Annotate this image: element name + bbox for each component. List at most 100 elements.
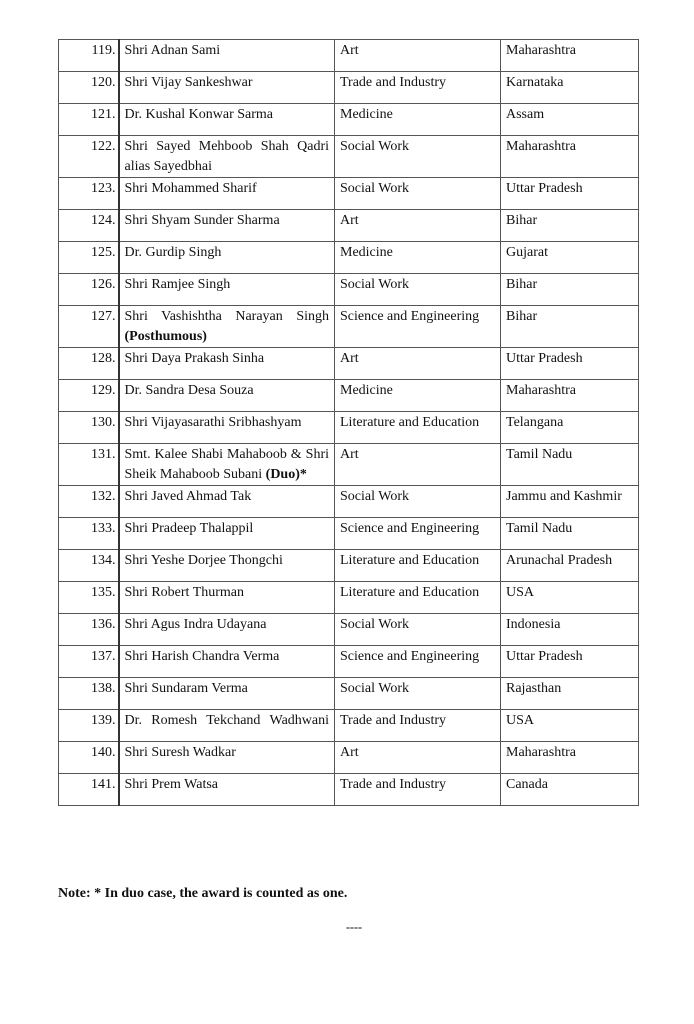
field-of-award: Art — [334, 741, 501, 774]
field-of-award: Social Work — [334, 485, 501, 518]
name-text: Shri Ramjee Singh — [124, 277, 231, 292]
state-country: Telangana — [500, 411, 639, 444]
name-text: Shri Adnan Sami — [124, 43, 221, 58]
awardee-name: Shri Javed Ahmad Tak — [118, 485, 335, 518]
state-country: Maharashtra — [500, 379, 639, 412]
serial-number: 122. — [58, 135, 120, 178]
state-country: Canada — [500, 773, 639, 806]
serial-number: 126. — [58, 273, 120, 306]
awardee-name: Shri Shyam Sunder Sharma — [118, 209, 335, 242]
table-row: 135. Shri Robert Thurman Literature and Ed… — [58, 581, 639, 614]
state-country: Bihar — [500, 209, 639, 242]
field-of-award: Social Work — [334, 613, 501, 646]
field-of-award: Trade and Industry — [334, 709, 501, 742]
state-country: Bihar — [500, 305, 639, 348]
table-row: 141. Shri Prem Watsa Trade and Industry Can… — [58, 773, 639, 806]
table-row: 122. Shri Sayed Mehboob Shah Qadri alias … — [58, 135, 639, 178]
name-qualifier: (Posthumous) — [124, 329, 207, 344]
serial-number: 132. — [58, 485, 120, 518]
name-text: Shri Yeshe Dorjee Thongchi — [124, 553, 283, 568]
field-of-award: Literature and Education — [334, 581, 501, 614]
serial-number: 123. — [58, 177, 120, 210]
state-country: Maharashtra — [500, 741, 639, 774]
serial-number: 127. — [58, 305, 120, 348]
name-text: Shri Sayed Mehboob Shah Qadri alias Saye… — [124, 139, 330, 174]
table-row: 137. Shri Harish Chandra Verma Science and… — [58, 645, 639, 678]
serial-number: 124. — [58, 209, 120, 242]
field-of-award: Science and Engineering — [334, 305, 501, 348]
table-row: 121. Dr. Kushal Konwar Sarma Medicine Assam — [58, 103, 639, 136]
awardee-name: Dr. Romesh Tekchand Wadhwani — [118, 709, 335, 742]
field-of-award: Medicine — [334, 379, 501, 412]
awardee-name: Shri Ramjee Singh — [118, 273, 335, 306]
name-text: Shri Vijayasarathi Sribhashyam — [124, 415, 302, 430]
table-row: 136. Shri Agus Indra Udayana Social Work In… — [58, 613, 639, 646]
table-row: 140. Shri Suresh Wadkar Art Maharashtra — [58, 741, 639, 774]
state-country: Maharashtra — [500, 39, 639, 72]
name-text: Dr. Gurdip Singh — [124, 245, 222, 260]
field-of-award: Art — [334, 347, 501, 380]
name-text: Shri Harish Chandra Verma — [124, 649, 280, 664]
serial-number: 138. — [58, 677, 120, 710]
serial-number: 131. — [58, 443, 120, 486]
awardee-name: Dr. Sandra Desa Souza — [118, 379, 335, 412]
name-text: Shri Prem Watsa — [124, 777, 219, 792]
table-row: 138. Shri Sundaram Verma Social Work Rajast… — [58, 677, 639, 710]
name-text: Smt. Kalee Shabi Mahaboob & Shri Sheik M… — [124, 447, 330, 482]
field-of-award: Literature and Education — [334, 549, 501, 582]
serial-number: 120. — [58, 71, 120, 104]
awardees-table: 119. Shri Adnan Sami Art Maharashtra 120. Shr… — [58, 39, 639, 806]
serial-number: 140. — [58, 741, 120, 774]
state-country: Maharashtra — [500, 135, 639, 178]
awardee-name: Smt. Kalee Shabi Mahaboob & Shri Sheik M… — [118, 443, 335, 486]
name-text: Dr. Kushal Konwar Sarma — [124, 107, 274, 122]
table-row: 126. Shri Ramjee Singh Social Work Bihar — [58, 273, 639, 306]
awardee-name: Shri Vashishtha Narayan Singh (Posthumou… — [118, 305, 335, 348]
name-text: Shri Vashishtha Narayan Singh — [124, 309, 330, 324]
table-row: 120. Shri Vijay Sankeshwar Trade and Indus… — [58, 71, 639, 104]
awardee-name: Shri Suresh Wadkar — [118, 741, 335, 774]
field-of-award: Social Work — [334, 177, 501, 210]
serial-number: 134. — [58, 549, 120, 582]
state-country: Tamil Nadu — [500, 517, 639, 550]
table-row: 139. Dr. Romesh Tekchand Wadhwani Trade an… — [58, 709, 639, 742]
name-text: Shri Robert Thurman — [124, 585, 245, 600]
name-text: Shri Suresh Wadkar — [124, 745, 236, 760]
awardee-name: Shri Vijay Sankeshwar — [118, 71, 335, 104]
serial-number: 133. — [58, 517, 120, 550]
serial-number: 119. — [58, 39, 120, 72]
awardee-name: Shri Daya Prakash Sinha — [118, 347, 335, 380]
table-row: 131. Smt. Kalee Shabi Mahaboob & Shri She… — [58, 443, 639, 486]
table-row: 130. Shri Vijayasarathi Sribhashyam Litera… — [58, 411, 639, 444]
awardee-name: Shri Agus Indra Udayana — [118, 613, 335, 646]
field-of-award: Art — [334, 209, 501, 242]
serial-number: 135. — [58, 581, 120, 614]
awardee-name: Shri Vijayasarathi Sribhashyam — [118, 411, 335, 444]
state-country: Indonesia — [500, 613, 639, 646]
table-row: 132. Shri Javed Ahmad Tak Social Work Jammu… — [58, 485, 639, 518]
awardee-name: Dr. Gurdip Singh — [118, 241, 335, 274]
name-text: Shri Daya Prakash Sinha — [124, 351, 265, 366]
state-country: Arunachal Pradesh — [500, 549, 639, 582]
table-row: 127. Shri Vashishtha Narayan Singh (Posth… — [58, 305, 639, 348]
state-country: Uttar Pradesh — [500, 177, 639, 210]
name-text: Shri Vijay Sankeshwar — [124, 75, 253, 90]
end-mark: ---- — [346, 920, 362, 934]
field-of-award: Trade and Industry — [334, 71, 501, 104]
table-row: 128. Shri Daya Prakash Sinha Art Uttar Prad… — [58, 347, 639, 380]
state-country: Karnataka — [500, 71, 639, 104]
awardee-name: Shri Harish Chandra Verma — [118, 645, 335, 678]
field-of-award: Science and Engineering — [334, 517, 501, 550]
serial-number: 139. — [58, 709, 120, 742]
name-text: Shri Agus Indra Udayana — [124, 617, 267, 632]
field-of-award: Trade and Industry — [334, 773, 501, 806]
field-of-award: Medicine — [334, 103, 501, 136]
serial-number: 137. — [58, 645, 120, 678]
awardee-name: Dr. Kushal Konwar Sarma — [118, 103, 335, 136]
awardee-name: Shri Sundaram Verma — [118, 677, 335, 710]
field-of-award: Social Work — [334, 677, 501, 710]
table-row: 123. Shri Mohammed Sharif Social Work Uttar… — [58, 177, 639, 210]
state-country: Assam — [500, 103, 639, 136]
name-text: Shri Javed Ahmad Tak — [124, 489, 252, 504]
name-text: Dr. Sandra Desa Souza — [124, 383, 254, 398]
